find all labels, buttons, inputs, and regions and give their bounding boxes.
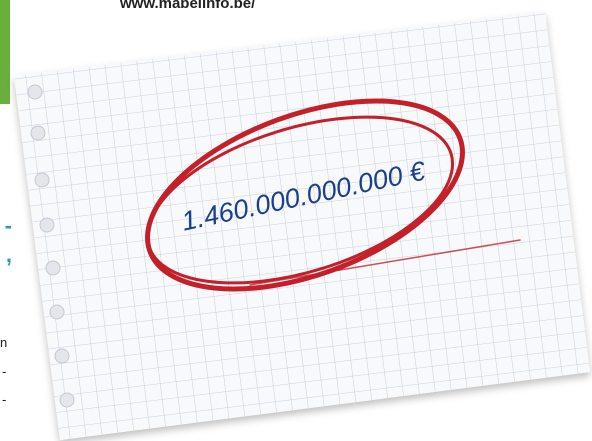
green-bar [0, 0, 10, 104]
margin-fragment: - [2, 364, 6, 379]
page: - , www.mabelinfo.be/ 1.460.000.000.000 … [0, 0, 592, 441]
margin-fragment: n [0, 335, 7, 350]
teal-mark: , [6, 242, 12, 267]
illustration: - , www.mabelinfo.be/ 1.460.000.000.000 … [0, 0, 592, 441]
margin-fragment: - [2, 392, 6, 407]
paper-grid [14, 12, 590, 440]
url: www.mabelinfo.be/ [119, 0, 256, 12]
teal-mark: - [5, 213, 12, 238]
